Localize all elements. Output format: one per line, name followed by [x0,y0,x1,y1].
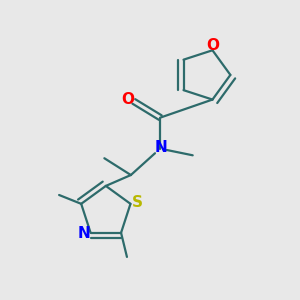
Text: N: N [78,226,91,241]
Text: N: N [154,140,167,154]
Text: O: O [206,38,219,53]
Text: O: O [121,92,134,106]
Text: S: S [131,195,142,210]
